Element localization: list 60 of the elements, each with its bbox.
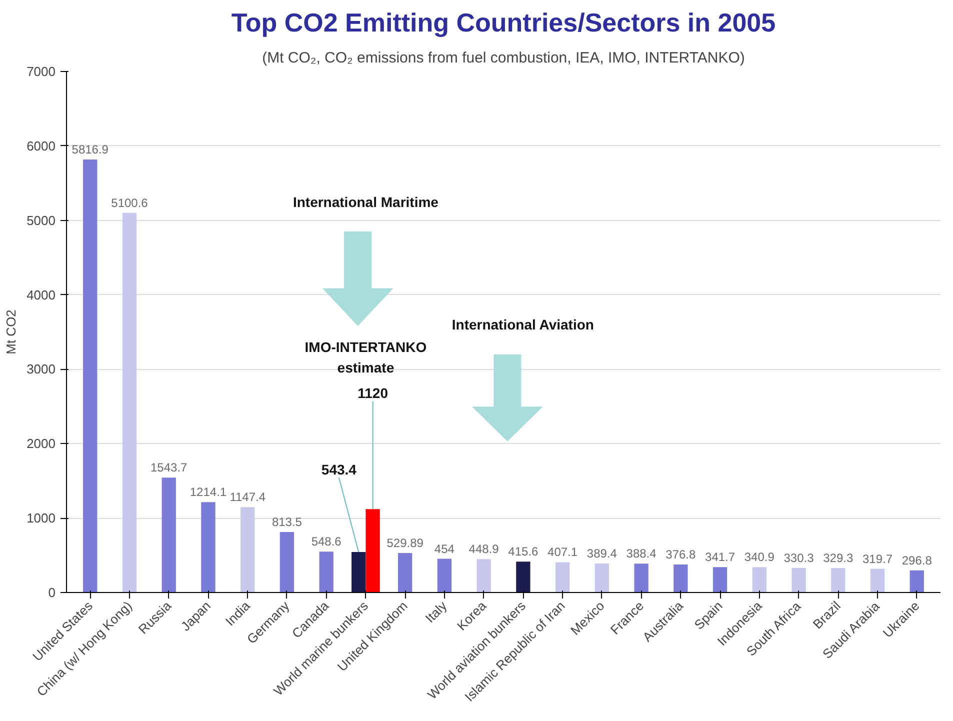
bar — [634, 564, 648, 592]
bar — [910, 570, 924, 592]
bar — [555, 562, 570, 592]
data-label: 341.7 — [705, 550, 736, 564]
data-label: 330.3 — [784, 550, 814, 565]
data-label: 454 — [434, 542, 455, 556]
data-label: 448.9 — [468, 542, 500, 556]
data-label: 407.1 — [548, 545, 578, 560]
y-tick-label: 1000 — [26, 510, 56, 526]
bar — [674, 564, 688, 592]
chart-title: Top CO2 Emitting Countries/Sectors in 2005 — [231, 8, 776, 38]
bar — [752, 567, 766, 592]
data-label: 319.7 — [862, 552, 893, 566]
data-label: 813.5 — [272, 515, 302, 529]
data-label: 388.4 — [626, 546, 657, 561]
bar — [437, 558, 452, 592]
bar — [712, 567, 728, 592]
bar — [366, 509, 380, 592]
bar — [162, 478, 176, 592]
bar — [319, 552, 334, 592]
y-tick-label: 7000 — [26, 64, 56, 79]
data-label: 389.4 — [586, 546, 618, 561]
data-label: 415.6 — [508, 544, 539, 559]
annotation: IMO-INTERTANKO estimate — [304, 338, 427, 376]
data-label: 5816.9 — [72, 142, 109, 157]
data-label: 529.89 — [386, 536, 424, 550]
bar — [476, 559, 491, 592]
bar — [280, 532, 294, 592]
y-tick-label: 3000 — [26, 362, 56, 377]
bar — [83, 160, 98, 592]
bar — [870, 568, 885, 592]
x-tick-label: Italy — [422, 598, 450, 626]
annotation: International Aviation — [452, 316, 594, 333]
bar — [594, 564, 610, 592]
data-label: 329.3 — [823, 551, 854, 566]
data-label: 543.4 — [321, 462, 357, 478]
data-label: 1543.7 — [150, 460, 188, 475]
bar — [240, 507, 255, 592]
data-label: 5100.6 — [111, 196, 148, 210]
y-axis-title: Mt CO2 — [4, 310, 19, 354]
bar — [831, 568, 846, 592]
bar — [122, 212, 137, 592]
data-label: 1147.4 — [230, 490, 266, 504]
bar — [516, 562, 530, 592]
bar — [792, 568, 806, 592]
bar — [201, 502, 216, 592]
y-tick-label: 5000 — [26, 212, 56, 228]
data-label: 1214.1 — [190, 485, 227, 500]
data-label: 376.8 — [666, 548, 696, 562]
data-label: 296.8 — [902, 553, 932, 568]
y-tick-label: 4000 — [26, 287, 56, 302]
y-tick-label: 2000 — [26, 436, 56, 452]
chart-subtitle: (Mt CO₂, CO₂ emissions from fuel combustion, IEA, IMO, INTERTANKO) — [262, 50, 745, 66]
y-tick-label: 6000 — [26, 138, 56, 154]
data-label: 548.6 — [311, 534, 342, 549]
y-tick-label: 0 — [48, 585, 56, 600]
bar — [398, 553, 412, 592]
data-label: 340.9 — [744, 550, 775, 564]
data-label: 1120 — [358, 385, 388, 402]
annotation: International Maritime — [292, 194, 439, 210]
